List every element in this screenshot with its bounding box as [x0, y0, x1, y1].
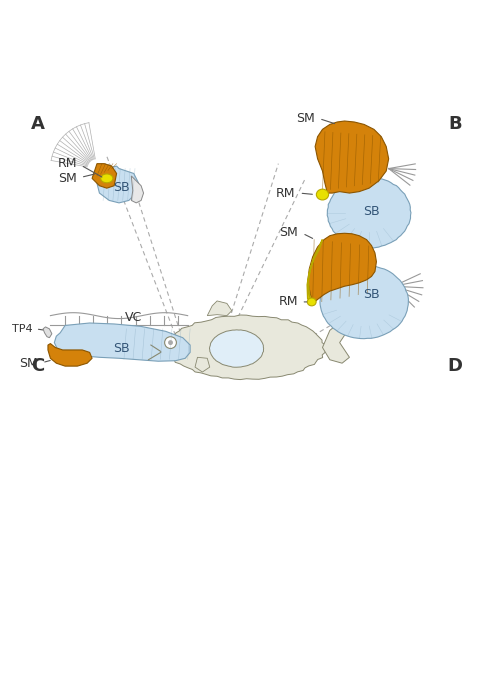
- Ellipse shape: [317, 189, 329, 200]
- Text: TP4: TP4: [12, 324, 32, 334]
- Text: SM: SM: [59, 172, 77, 185]
- Polygon shape: [153, 330, 171, 353]
- Polygon shape: [210, 330, 264, 367]
- Polygon shape: [54, 323, 190, 361]
- Ellipse shape: [101, 174, 113, 183]
- Polygon shape: [195, 357, 210, 372]
- Polygon shape: [92, 163, 116, 188]
- Text: C: C: [31, 357, 44, 375]
- Text: SB: SB: [113, 181, 130, 194]
- Text: SB: SB: [363, 288, 380, 301]
- Polygon shape: [320, 265, 408, 338]
- Polygon shape: [97, 166, 139, 203]
- Text: B: B: [449, 115, 462, 133]
- Polygon shape: [307, 240, 322, 304]
- Text: D: D: [447, 357, 462, 375]
- Text: VC: VC: [125, 311, 142, 324]
- Polygon shape: [48, 343, 92, 366]
- Text: SM: SM: [296, 112, 315, 124]
- Polygon shape: [166, 315, 325, 379]
- Ellipse shape: [307, 298, 316, 306]
- Text: SM: SM: [279, 226, 298, 239]
- Polygon shape: [322, 320, 350, 363]
- Text: SB: SB: [113, 342, 130, 355]
- Text: RM: RM: [58, 157, 77, 170]
- Text: SM: SM: [19, 357, 38, 370]
- Text: RM: RM: [279, 295, 298, 309]
- Polygon shape: [207, 301, 232, 316]
- Polygon shape: [308, 234, 377, 304]
- Polygon shape: [327, 177, 411, 248]
- Text: A: A: [31, 115, 45, 133]
- Polygon shape: [43, 327, 52, 338]
- Polygon shape: [315, 121, 388, 193]
- Circle shape: [168, 340, 173, 345]
- Text: RM: RM: [276, 186, 295, 199]
- Text: SB: SB: [363, 205, 380, 218]
- Circle shape: [165, 336, 176, 348]
- Polygon shape: [131, 176, 143, 203]
